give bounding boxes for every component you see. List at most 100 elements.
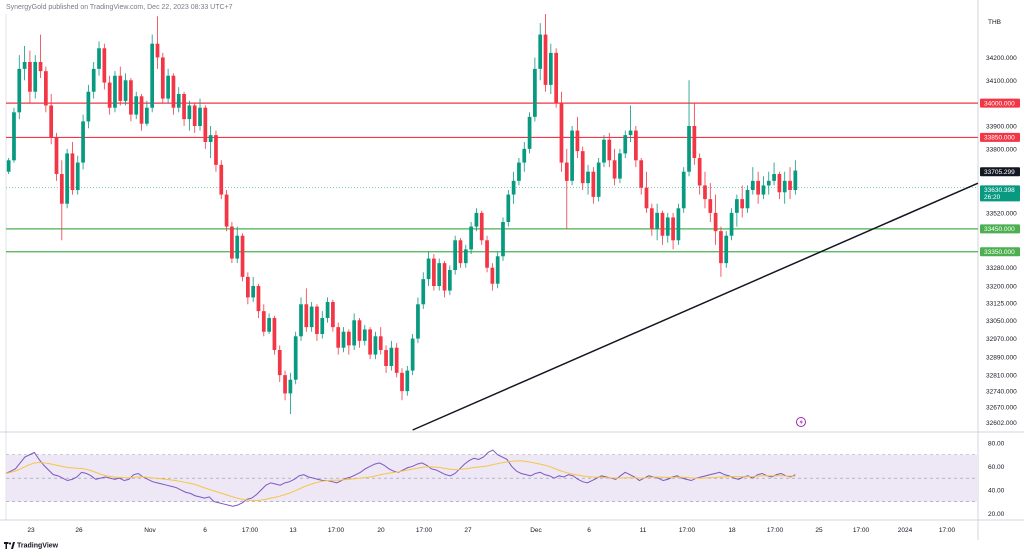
candle-body: [453, 240, 458, 270]
candle-body: [665, 217, 670, 236]
candle-body: [187, 105, 192, 120]
time-tick-label: 26: [75, 527, 83, 534]
level-label-bg: [980, 132, 1020, 142]
candle-body: [766, 180, 771, 186]
candle-body: [378, 336, 383, 350]
candle-body: [421, 279, 426, 305]
candle-body: [102, 48, 107, 83]
candle-body: [176, 94, 181, 108]
candle-body: [118, 75, 123, 101]
current-price-label-text: 26:20: [984, 194, 1001, 201]
candlestick-chart[interactable]: THB 34200.000 34100.000 33900.000 33800.000 3…: [0, 0, 1024, 540]
alert-icon[interactable]: [796, 417, 806, 427]
time-tick-label: 17:00: [939, 527, 956, 534]
candle-body: [208, 135, 213, 142]
price-tick-label: 32810.000: [986, 373, 1017, 380]
candle-body: [389, 347, 394, 366]
time-tick-label: 17:00: [328, 527, 345, 534]
level-label-text: 33850.000: [984, 135, 1015, 142]
candle-body: [713, 212, 718, 232]
candles: [6, 14, 798, 414]
level-label-text: 33450.000: [984, 226, 1015, 233]
candle-body: [522, 148, 527, 163]
rsi-ma-line: [5, 460, 796, 502]
time-tick-label: 20: [377, 527, 385, 534]
candle-body: [400, 372, 404, 392]
candle-body: [575, 130, 580, 152]
candle-body: [671, 217, 675, 241]
time-tick-label: 23: [27, 527, 35, 534]
candle-body: [352, 320, 357, 346]
candle-body: [315, 306, 319, 334]
price-tick-label: 33520.000: [986, 210, 1017, 217]
candle-body: [719, 231, 723, 264]
price-tick-label: 32970.000: [986, 336, 1017, 343]
candle-body: [107, 82, 112, 108]
candle-body: [432, 258, 436, 286]
trendline[interactable]: [412, 182, 979, 431]
candle-body: [235, 235, 240, 259]
candle-body: [309, 306, 314, 328]
candle-body: [479, 212, 484, 241]
candle-body: [54, 137, 59, 174]
candle-body: [628, 130, 633, 136]
candle-body: [485, 240, 489, 268]
price-tick-label: 32670.000: [986, 405, 1017, 412]
candle-body: [527, 116, 532, 149]
price-tick-label: 32890.000: [986, 354, 1017, 361]
time-axis[interactable]: 23 26 Nov 6 17:00 13 17:00 20 17:00 27 Dec 6 11 17:00…: [27, 527, 955, 534]
level-label-bg: [980, 247, 1020, 257]
candle-body: [49, 105, 54, 138]
candle-body: [586, 171, 590, 184]
candle-body: [793, 170, 798, 190]
candle-body: [506, 194, 511, 222]
candle-body: [373, 336, 378, 355]
candle-body: [607, 139, 612, 161]
candle-body: [687, 126, 691, 172]
candle-body: [644, 187, 649, 209]
candle-body: [155, 43, 160, 58]
candle-body: [261, 311, 266, 332]
candle-body: [97, 48, 101, 69]
candle-body: [150, 43, 155, 108]
candle-body: [740, 199, 745, 209]
candle-body: [346, 331, 351, 346]
candle-body: [745, 190, 750, 209]
candle-body: [214, 135, 218, 165]
candle-body: [426, 258, 431, 280]
candle-body: [543, 34, 548, 85]
candle-body: [224, 194, 229, 227]
candle-body: [623, 135, 628, 154]
candle-body: [538, 34, 543, 69]
last-value-label-text: 33705.299: [984, 169, 1015, 176]
candle-body: [405, 370, 410, 392]
price-tick-label: 32740.000: [986, 389, 1017, 396]
candle-body: [81, 121, 85, 163]
time-tick-label: 25: [815, 527, 823, 534]
tradingview-logo-icon: [4, 542, 15, 549]
candle-body: [511, 180, 516, 195]
candle-body: [697, 158, 702, 186]
candle-body: [708, 199, 713, 213]
publisher-watermark: SynergyGold published on TradingView.com…: [6, 4, 233, 11]
candle-body: [320, 318, 325, 334]
rsi-tick-label: 20.00: [988, 511, 1005, 518]
price-axis[interactable]: THB 34200.000 34100.000 33900.000 33800.000 3…: [980, 19, 1020, 518]
candle-body: [17, 68, 22, 113]
candle-body: [559, 103, 564, 163]
time-tick-label: 17:00: [679, 527, 696, 534]
candle-body: [336, 327, 341, 348]
candle-body: [299, 304, 303, 337]
candle-body: [230, 226, 234, 259]
price-tick-label: 33900.000: [986, 124, 1017, 131]
candle-body: [655, 212, 660, 229]
time-tick-label: 27: [464, 527, 472, 534]
candle-body: [554, 52, 559, 104]
candle-body: [293, 336, 298, 380]
time-tick-label: 11: [640, 527, 647, 534]
candle-body: [65, 153, 69, 204]
candle-body: [750, 180, 755, 190]
candle-body: [580, 151, 585, 184]
candle-body: [729, 212, 734, 236]
candle-body: [501, 222, 505, 257]
